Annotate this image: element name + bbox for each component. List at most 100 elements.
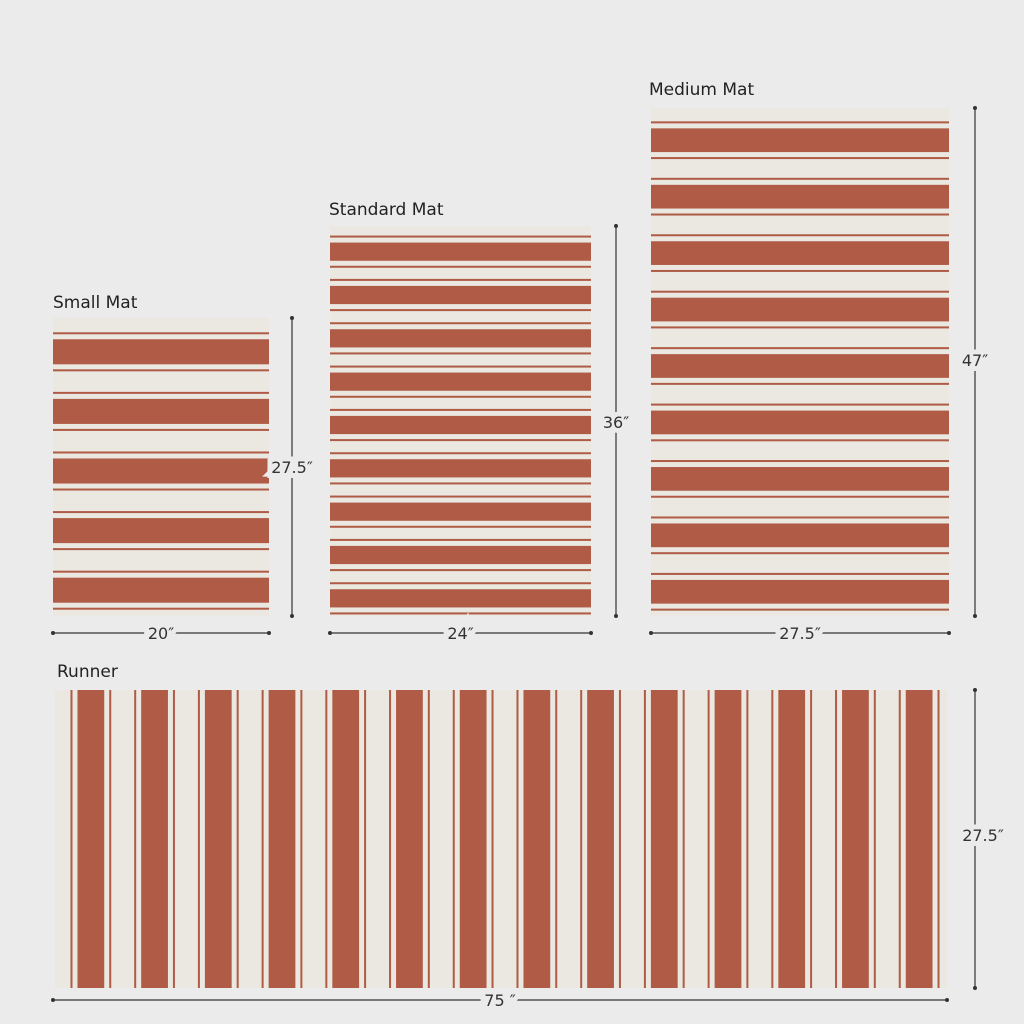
stripe bbox=[330, 329, 591, 348]
stripe bbox=[651, 410, 949, 435]
dimension-end bbox=[973, 614, 977, 618]
height-label: 27.5″ bbox=[962, 826, 1004, 845]
dimension-end bbox=[290, 316, 294, 320]
stripe bbox=[707, 690, 710, 988]
width-label: 27.5″ bbox=[779, 624, 821, 643]
stripe bbox=[516, 690, 519, 988]
stripe bbox=[53, 518, 269, 544]
stripe bbox=[905, 690, 933, 988]
stripe bbox=[330, 415, 591, 435]
stripe bbox=[330, 352, 591, 355]
mat-label: Standard Mat bbox=[329, 200, 444, 220]
stripe bbox=[330, 525, 591, 528]
width-label: 20″ bbox=[148, 624, 174, 643]
stripe bbox=[134, 690, 137, 988]
dimension-end bbox=[947, 631, 951, 635]
stripe bbox=[651, 290, 949, 293]
dimension-end bbox=[649, 631, 653, 635]
dimension-end bbox=[589, 631, 593, 635]
stripe bbox=[873, 690, 876, 988]
height-label: 27.5″ bbox=[271, 458, 313, 477]
stripe bbox=[332, 690, 360, 988]
stripe bbox=[427, 690, 430, 988]
stripe bbox=[330, 482, 591, 485]
stripe bbox=[330, 309, 591, 312]
stripe bbox=[197, 690, 200, 988]
stripe bbox=[651, 354, 949, 378]
width-label: 24″ bbox=[447, 624, 473, 643]
stripe bbox=[651, 241, 949, 265]
stripe bbox=[651, 184, 949, 209]
mat-label: Small Mat bbox=[53, 293, 138, 313]
stripe bbox=[330, 265, 591, 268]
stripe bbox=[330, 235, 591, 238]
stripe bbox=[53, 369, 269, 372]
stripe bbox=[835, 690, 838, 988]
stripe bbox=[330, 372, 591, 391]
stripe bbox=[330, 569, 591, 572]
stripe bbox=[53, 511, 269, 514]
stripe bbox=[580, 690, 583, 988]
mat bbox=[330, 226, 591, 616]
stripe bbox=[714, 690, 742, 988]
stripe bbox=[330, 242, 591, 261]
stripe bbox=[330, 395, 591, 398]
height-label: 36″ bbox=[603, 413, 629, 432]
stripe bbox=[261, 690, 264, 988]
stripe bbox=[491, 690, 494, 988]
stripe bbox=[651, 572, 949, 575]
stripe bbox=[651, 121, 949, 124]
stripe bbox=[771, 690, 774, 988]
stripe bbox=[330, 612, 591, 615]
dimension-end bbox=[51, 998, 55, 1002]
stripe bbox=[53, 607, 269, 610]
dimension-end bbox=[614, 614, 618, 618]
stripe bbox=[330, 495, 591, 498]
stripe bbox=[330, 408, 591, 411]
stripe bbox=[651, 495, 949, 498]
stripe bbox=[53, 428, 269, 431]
stripe bbox=[810, 690, 813, 988]
dimension-end bbox=[614, 224, 618, 228]
mat bbox=[53, 318, 269, 616]
stripe bbox=[459, 690, 487, 988]
stripe bbox=[325, 690, 328, 988]
stripe bbox=[268, 690, 296, 988]
stripe bbox=[53, 458, 269, 484]
stripe bbox=[330, 582, 591, 585]
stripe bbox=[651, 347, 949, 350]
mat-label: Runner bbox=[57, 662, 118, 682]
stripe bbox=[204, 690, 232, 988]
stripe bbox=[53, 332, 269, 335]
stripe bbox=[937, 690, 940, 988]
dimension-end bbox=[945, 998, 949, 1002]
stripe bbox=[651, 382, 949, 385]
stripe bbox=[452, 690, 455, 988]
stripe bbox=[53, 548, 269, 551]
stripe bbox=[330, 502, 591, 521]
stripe bbox=[523, 690, 551, 988]
dimension-end bbox=[973, 986, 977, 990]
stripe bbox=[330, 545, 591, 565]
stripe bbox=[651, 460, 949, 463]
stripe bbox=[172, 690, 175, 988]
stripe bbox=[618, 690, 621, 988]
stripe bbox=[109, 690, 112, 988]
stripe bbox=[330, 322, 591, 325]
stripe bbox=[53, 577, 269, 603]
stripe bbox=[330, 285, 591, 305]
stripe bbox=[53, 398, 269, 424]
stripe bbox=[53, 451, 269, 454]
stripe bbox=[330, 589, 591, 608]
stripe bbox=[53, 391, 269, 394]
stripe bbox=[330, 278, 591, 281]
stripe bbox=[682, 690, 685, 988]
mat-surface bbox=[55, 690, 947, 988]
stripe bbox=[651, 177, 949, 180]
stripe bbox=[53, 339, 269, 365]
stripe bbox=[330, 538, 591, 541]
stripe bbox=[651, 516, 949, 519]
stripe bbox=[555, 690, 558, 988]
stripe bbox=[364, 690, 367, 988]
